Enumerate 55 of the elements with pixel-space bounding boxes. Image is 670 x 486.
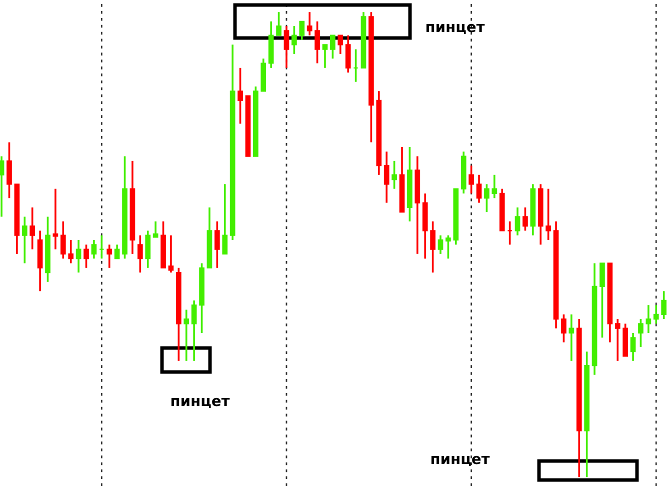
annotation: пинцет xyxy=(171,398,230,408)
candlestick xyxy=(191,300,197,362)
candlestick xyxy=(661,290,667,320)
candlestick xyxy=(276,11,282,36)
candlestick xyxy=(438,234,444,255)
candlestick xyxy=(0,155,4,218)
candlestick xyxy=(76,239,82,274)
candlestick xyxy=(284,25,290,69)
candlestick xyxy=(653,304,659,325)
candlestick xyxy=(91,239,97,260)
candlestick xyxy=(561,313,566,344)
candlestick xyxy=(522,206,528,232)
candlestick xyxy=(30,206,36,250)
candlestick xyxy=(568,313,574,362)
candlestick xyxy=(306,11,312,36)
candlestick xyxy=(638,318,644,348)
candlestick xyxy=(476,174,482,204)
candlestick xyxy=(84,244,89,269)
candlestick xyxy=(484,183,490,213)
candlestick xyxy=(145,230,151,269)
candlestick xyxy=(68,239,74,264)
candlestick xyxy=(314,20,320,64)
candlestick xyxy=(106,244,112,269)
candlestick xyxy=(299,20,305,41)
candlestick xyxy=(446,234,451,260)
candlestick xyxy=(168,234,174,274)
candlestick xyxy=(614,318,620,362)
candlestick xyxy=(292,25,297,55)
candlestick xyxy=(630,332,636,362)
candlestick xyxy=(22,216,28,264)
candlestick xyxy=(384,150,390,204)
candlestick xyxy=(152,220,158,238)
candlestick xyxy=(392,160,397,190)
candlestick xyxy=(514,206,520,236)
candlestick xyxy=(600,262,605,339)
candlestick xyxy=(546,188,551,241)
candlestick xyxy=(114,244,120,260)
annotation: пинцет xyxy=(431,456,490,466)
candlestick xyxy=(338,34,344,55)
candlestick xyxy=(184,308,190,362)
candlestick xyxy=(492,174,498,200)
candlestick xyxy=(345,34,351,74)
candlestick xyxy=(468,164,474,194)
candlestick xyxy=(137,234,143,274)
candlestick xyxy=(330,34,336,60)
candlestick xyxy=(60,220,66,260)
candlestick xyxy=(430,220,436,274)
candlestick xyxy=(6,141,12,200)
candlestick xyxy=(214,220,220,269)
candlestick xyxy=(646,304,652,334)
candlestick xyxy=(52,188,58,250)
candlestick xyxy=(238,66,243,125)
candlestick xyxy=(322,44,328,69)
annotation: пинцет xyxy=(426,24,485,34)
candlestick xyxy=(222,183,228,255)
